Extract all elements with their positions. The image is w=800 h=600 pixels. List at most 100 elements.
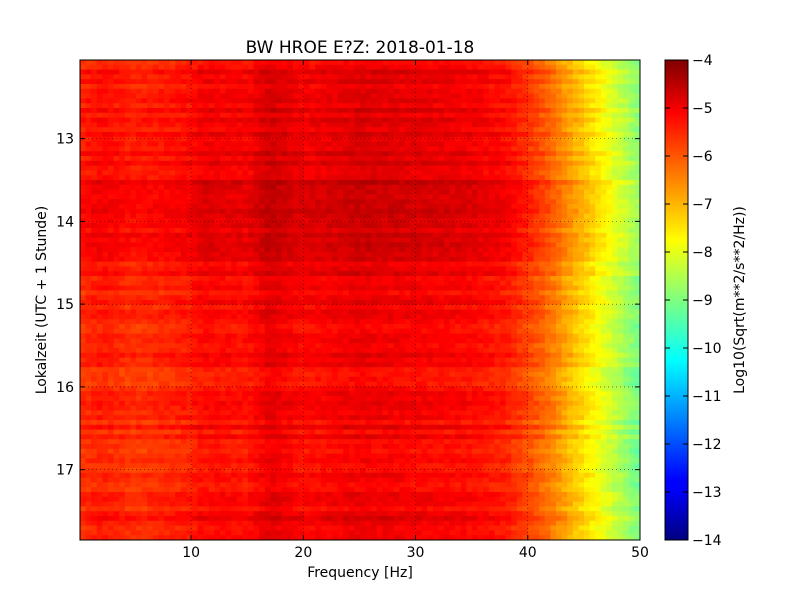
heatmap-cell — [264, 189, 271, 195]
heatmap-cell — [231, 285, 238, 291]
heatmap-cell — [438, 74, 445, 80]
heatmap-cell — [572, 290, 579, 296]
heatmap-cell — [550, 136, 557, 143]
heatmap-cell — [264, 199, 271, 205]
heatmap-cell — [119, 141, 126, 147]
heatmap-cell — [343, 290, 350, 296]
heatmap-cell — [572, 112, 579, 119]
heatmap-cell — [472, 103, 479, 109]
heatmap-cell — [578, 69, 585, 75]
heatmap-cell — [203, 276, 210, 282]
heatmap-cell — [225, 280, 232, 287]
heatmap-cell — [124, 64, 131, 71]
heatmap-cell — [354, 69, 361, 75]
heatmap-cell — [365, 213, 372, 219]
heatmap-cell — [561, 208, 568, 215]
heatmap-cell — [281, 223, 288, 229]
heatmap-cell — [628, 122, 635, 128]
heatmap-cell — [472, 280, 479, 287]
heatmap-cell — [376, 189, 383, 195]
heatmap-cell — [628, 165, 635, 171]
heatmap-cell — [494, 204, 501, 210]
heatmap-cell — [494, 98, 501, 104]
heatmap-cell — [309, 132, 316, 138]
heatmap-cell — [455, 228, 462, 234]
heatmap-cell — [326, 180, 333, 186]
heatmap-cell — [343, 160, 350, 167]
heatmap-cell — [253, 204, 260, 210]
heatmap-cell — [119, 122, 126, 128]
heatmap-cell — [147, 146, 154, 152]
heatmap-cell — [466, 136, 473, 143]
heatmap-cell — [483, 146, 490, 152]
heatmap-cell — [449, 276, 456, 282]
heatmap-cell — [578, 122, 585, 128]
heatmap-cell — [449, 204, 456, 210]
heatmap-cell — [298, 122, 305, 128]
heatmap-cell — [337, 247, 344, 253]
heatmap-cell — [416, 112, 423, 119]
heatmap-cell — [326, 127, 333, 133]
heatmap-cell — [158, 146, 165, 152]
heatmap-cell — [449, 280, 456, 287]
heatmap-cell — [253, 165, 260, 171]
heatmap-cell — [152, 232, 159, 239]
heatmap-cell — [438, 122, 445, 128]
heatmap-cell — [287, 218, 294, 224]
heatmap-cell — [186, 180, 193, 186]
heatmap-cell — [85, 295, 92, 301]
heatmap-cell — [242, 184, 249, 191]
heatmap-cell — [455, 132, 462, 138]
heatmap-cell — [80, 64, 87, 71]
heatmap-cell — [455, 112, 462, 119]
heatmap-cell — [416, 84, 423, 90]
heatmap-cell — [505, 290, 512, 296]
heatmap-cell — [584, 108, 591, 114]
heatmap-cell — [315, 64, 322, 71]
heatmap-cell — [147, 103, 154, 109]
heatmap-cell — [276, 223, 283, 229]
heatmap-cell — [449, 64, 456, 71]
heatmap-cell — [376, 256, 383, 263]
heatmap-cell — [612, 266, 619, 272]
heatmap-cell — [427, 160, 434, 167]
heatmap-cell — [438, 79, 445, 85]
heatmap-cell — [192, 218, 199, 224]
heatmap-cell — [231, 218, 238, 224]
heatmap-cell — [85, 103, 92, 109]
heatmap-cell — [572, 261, 579, 267]
heatmap-cell — [343, 132, 350, 138]
heatmap-cell — [416, 170, 423, 176]
heatmap-cell — [281, 280, 288, 287]
heatmap-cell — [432, 242, 439, 248]
heatmap-cell — [600, 93, 607, 99]
heatmap-cell — [348, 122, 355, 128]
heatmap-cell — [130, 194, 137, 200]
heatmap-cell — [550, 165, 557, 171]
heatmap-cell — [236, 252, 243, 258]
heatmap-cell — [186, 247, 193, 253]
heatmap-cell — [96, 122, 103, 128]
heatmap-cell — [589, 261, 596, 267]
heatmap-cell — [152, 69, 159, 75]
heatmap-cell — [332, 213, 339, 219]
heatmap-cell — [494, 84, 501, 90]
heatmap-cell — [567, 156, 574, 162]
heatmap-cell — [108, 232, 115, 239]
heatmap-cell — [483, 204, 490, 210]
heatmap-cell — [102, 218, 109, 224]
heatmap-cell — [421, 237, 428, 243]
heatmap-cell — [85, 117, 92, 123]
heatmap-cell — [421, 266, 428, 272]
heatmap-cell — [343, 271, 350, 277]
heatmap-cell — [225, 266, 232, 272]
heatmap-cell — [567, 280, 574, 287]
heatmap-cell — [416, 103, 423, 109]
heatmap-cell — [494, 261, 501, 267]
heatmap-cell — [348, 108, 355, 114]
heatmap-cell — [494, 223, 501, 229]
heatmap-cell — [102, 151, 109, 157]
heatmap-cell — [410, 151, 417, 157]
heatmap-cell — [124, 146, 131, 152]
heatmap-cell — [612, 84, 619, 90]
